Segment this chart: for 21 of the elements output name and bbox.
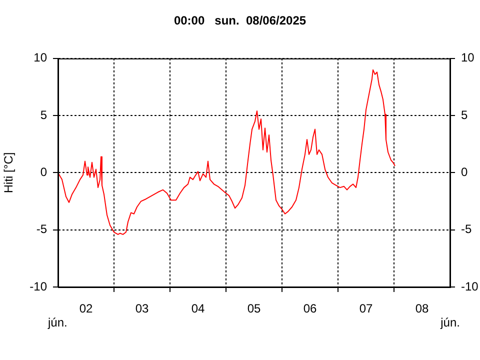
y2-tick-label: 0 — [461, 165, 468, 180]
y2-tick-label: 10 — [461, 50, 475, 65]
x-tick-label: 03 — [135, 302, 149, 316]
y-tick-label: 0 — [40, 165, 48, 180]
x-tick-label: 04 — [191, 302, 205, 316]
y-tick-label: -10 — [30, 279, 48, 294]
y-tick-label: -5 — [36, 222, 48, 236]
y-tick-label: 10 — [34, 50, 48, 65]
text: jún. — [47, 315, 68, 330]
x-tick-label: 05 — [247, 302, 261, 316]
chart-title: 00:00 sun. 08/06/2025 — [174, 14, 306, 28]
x-tick-label: 08 — [415, 302, 429, 316]
y-axis-title: Hiti [°C] — [2, 152, 16, 194]
text: jún. — [440, 315, 460, 330]
x-tick-label: 02 — [79, 302, 93, 316]
y2-tick-label: -5 — [461, 222, 472, 236]
y2-tick-label: 5 — [461, 108, 468, 122]
y-tick-label: 5 — [40, 108, 48, 122]
y2-tick-label: -10 — [461, 279, 479, 294]
x-tick-label: 06 — [303, 302, 317, 316]
x-tick-label: 07 — [359, 302, 373, 316]
